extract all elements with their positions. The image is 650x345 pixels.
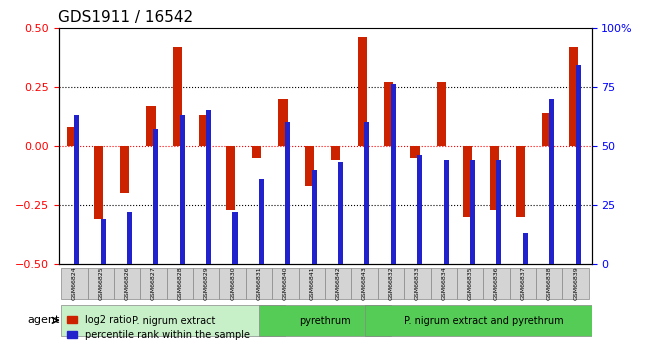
Bar (311, 169, 317, 264)
Bar (173, 47, 182, 146)
Text: GSM66826: GSM66826 (125, 267, 129, 300)
FancyBboxPatch shape (220, 268, 246, 299)
Text: GSM66841: GSM66841 (309, 267, 315, 300)
Text: GSM66842: GSM66842 (335, 267, 341, 300)
Text: GSM66836: GSM66836 (494, 267, 499, 300)
FancyBboxPatch shape (61, 305, 285, 336)
FancyBboxPatch shape (193, 268, 220, 299)
Bar (305, 146, 314, 186)
Bar (569, 47, 578, 146)
Text: GSM66838: GSM66838 (547, 267, 552, 300)
Text: GSM66831: GSM66831 (257, 267, 261, 300)
Text: GSM66834: GSM66834 (441, 267, 447, 300)
Bar (68, 127, 77, 146)
Text: P. nigrum extract: P. nigrum extract (131, 316, 215, 326)
Bar (437, 82, 446, 146)
Bar (285, 122, 291, 264)
Bar (332, 146, 341, 160)
FancyBboxPatch shape (536, 268, 562, 299)
FancyBboxPatch shape (365, 305, 602, 336)
Text: GSM66840: GSM66840 (283, 267, 288, 300)
FancyBboxPatch shape (510, 268, 536, 299)
FancyBboxPatch shape (166, 268, 193, 299)
Bar (516, 146, 525, 217)
Bar (463, 146, 473, 217)
Bar (384, 82, 393, 146)
Bar (200, 115, 209, 146)
FancyBboxPatch shape (484, 268, 510, 299)
Text: GSM66827: GSM66827 (151, 267, 156, 300)
Bar (410, 146, 420, 158)
FancyBboxPatch shape (430, 268, 457, 299)
FancyBboxPatch shape (457, 268, 484, 299)
FancyBboxPatch shape (88, 268, 114, 299)
Text: GSM66824: GSM66824 (72, 267, 77, 300)
Text: GSM66828: GSM66828 (177, 267, 183, 300)
FancyBboxPatch shape (352, 268, 378, 299)
Bar (127, 212, 132, 264)
Legend: log2 ratio, percentile rank within the sample: log2 ratio, percentile rank within the s… (63, 311, 254, 344)
Text: GSM66843: GSM66843 (362, 267, 367, 300)
Bar (358, 37, 367, 146)
FancyBboxPatch shape (61, 268, 88, 299)
Bar (365, 122, 369, 264)
FancyBboxPatch shape (259, 305, 391, 336)
FancyBboxPatch shape (140, 268, 166, 299)
Bar (206, 110, 211, 264)
FancyBboxPatch shape (378, 268, 404, 299)
Bar (417, 155, 422, 264)
Bar (549, 99, 554, 264)
Bar (489, 146, 499, 210)
Text: GSM66832: GSM66832 (389, 267, 393, 300)
Bar (542, 113, 551, 146)
Bar (252, 146, 261, 158)
Bar (120, 146, 129, 193)
Bar (153, 129, 159, 264)
Text: GSM66830: GSM66830 (230, 267, 235, 300)
FancyBboxPatch shape (272, 268, 298, 299)
Text: GSM66835: GSM66835 (467, 267, 473, 300)
FancyBboxPatch shape (298, 268, 325, 299)
Bar (146, 106, 156, 146)
FancyBboxPatch shape (114, 268, 140, 299)
FancyBboxPatch shape (562, 268, 589, 299)
Bar (94, 146, 103, 219)
Text: GSM66825: GSM66825 (98, 267, 103, 300)
Bar (278, 99, 288, 146)
Bar (74, 115, 79, 264)
Bar (443, 160, 448, 264)
Text: agent: agent (27, 315, 60, 325)
Bar (523, 234, 528, 264)
Bar (338, 162, 343, 264)
Bar (391, 85, 396, 264)
Bar (497, 160, 501, 264)
Text: GSM66829: GSM66829 (203, 267, 209, 300)
Text: P. nigrum extract and pyrethrum: P. nigrum extract and pyrethrum (404, 316, 563, 326)
FancyBboxPatch shape (246, 268, 272, 299)
Bar (226, 146, 235, 210)
FancyBboxPatch shape (325, 268, 352, 299)
FancyBboxPatch shape (404, 268, 430, 299)
Bar (233, 212, 237, 264)
Bar (470, 160, 475, 264)
Text: GSM66839: GSM66839 (573, 267, 578, 300)
Bar (575, 66, 580, 264)
Bar (179, 115, 185, 264)
Text: GSM66833: GSM66833 (415, 267, 420, 300)
Text: GDS1911 / 16542: GDS1911 / 16542 (58, 10, 194, 25)
Text: pyrethrum: pyrethrum (299, 316, 351, 326)
Bar (101, 219, 106, 264)
Text: GSM66837: GSM66837 (521, 267, 525, 300)
Bar (259, 179, 264, 264)
